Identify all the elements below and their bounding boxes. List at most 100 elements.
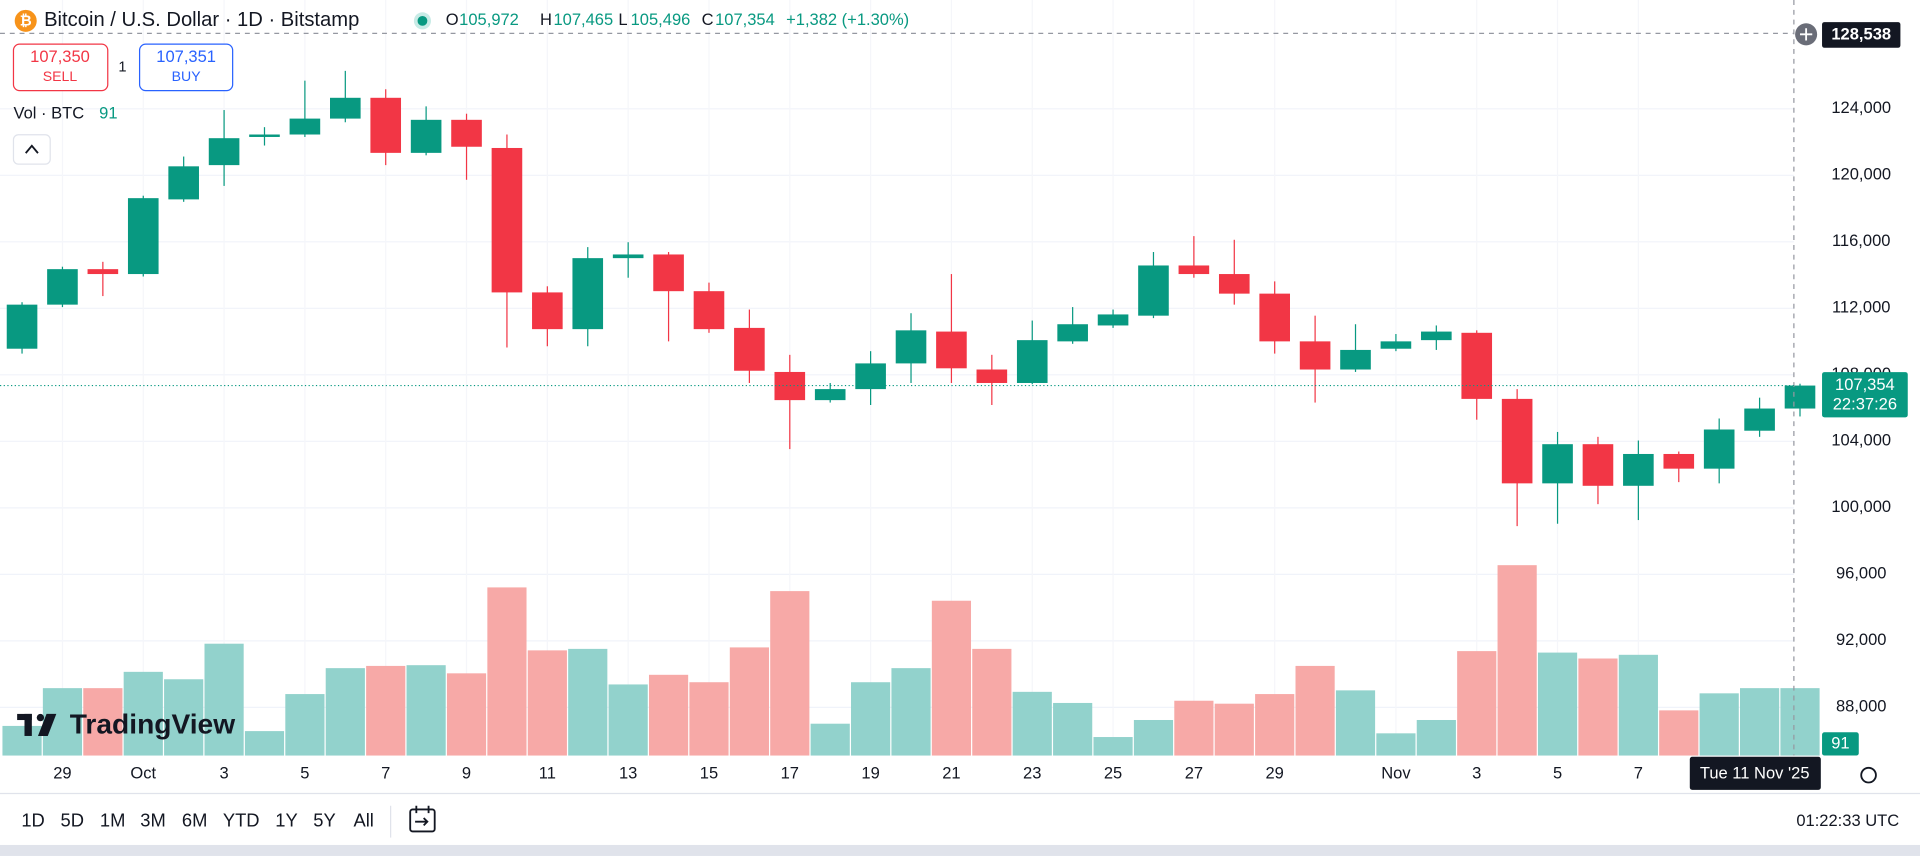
crosshair-price: 128,538 — [1831, 24, 1891, 43]
volume-bar — [527, 650, 567, 756]
candle-body — [814, 389, 846, 401]
x-tick-label: 5 — [300, 763, 309, 782]
volume-bar — [1376, 733, 1416, 756]
range-button[interactable]: All — [353, 810, 373, 831]
range-button[interactable]: 1Y — [275, 810, 297, 831]
volume-bar — [244, 731, 285, 756]
candle-body — [1178, 265, 1210, 275]
collapse-button[interactable] — [12, 134, 51, 165]
volume-bar — [2, 725, 42, 756]
y-tick-label: 124,000 — [1831, 98, 1891, 117]
candle-body — [6, 304, 38, 349]
x-tick-label: 3 — [1472, 763, 1481, 782]
x-tick-label: 25 — [1104, 763, 1122, 782]
y-tick-label: 92,000 — [1836, 630, 1887, 649]
ohlc-value: 105,496 — [631, 10, 691, 29]
volume-bar — [729, 647, 769, 756]
candle-body — [410, 119, 442, 153]
y-tick-label: 100,000 — [1831, 497, 1891, 516]
volume-legend: Vol · BTC — [13, 103, 84, 122]
x-tick-label: 21 — [942, 763, 960, 782]
candle-body — [330, 97, 361, 119]
candle-body — [47, 269, 78, 305]
volume-bar — [1780, 688, 1820, 756]
volume-bar — [487, 587, 527, 756]
candle-layer — [6, 70, 1816, 527]
x-tick-label: 7 — [1634, 763, 1643, 782]
candle-body — [208, 138, 240, 166]
logo-text: TradingView — [70, 709, 235, 740]
volume-bar — [1012, 691, 1052, 756]
x-tick-label: 9 — [462, 763, 471, 782]
chevron-icon — [25, 144, 39, 154]
range-button[interactable]: 1M — [100, 810, 126, 831]
volume-bar — [285, 694, 325, 756]
volume-bar — [1659, 710, 1699, 756]
plus-icon — [1800, 28, 1813, 41]
buy-button[interactable] — [138, 43, 234, 92]
candle-body — [653, 254, 684, 292]
volume-bar — [608, 684, 648, 756]
sell-button[interactable] — [12, 43, 109, 92]
settings-icon[interactable] — [1860, 766, 1877, 784]
candle-body — [1501, 398, 1533, 484]
candle-body — [1421, 331, 1452, 341]
volume-legend-value: 91 — [99, 103, 117, 122]
volume-bar — [851, 682, 891, 756]
ohlc-key: O — [446, 10, 459, 29]
candle-body — [532, 292, 563, 330]
x-tick-label: 17 — [781, 763, 799, 782]
crosshair-date-box — [1689, 756, 1821, 790]
candle-body — [1016, 340, 1048, 383]
last-price-box — [1822, 372, 1908, 418]
volume-bar — [204, 643, 244, 756]
range-button[interactable]: 1D — [21, 810, 44, 831]
logo-mark — [36, 713, 45, 722]
candle-body — [127, 198, 159, 275]
crosshair-date: Tue 11 Nov '25 — [1700, 763, 1810, 782]
countdown: 22:37:26 — [1833, 395, 1897, 414]
volume-bar — [1537, 652, 1578, 756]
range-button[interactable]: YTD — [223, 810, 260, 831]
buy-label: BUY — [172, 68, 202, 84]
volume-bar — [1053, 702, 1093, 756]
volume-bar — [366, 665, 406, 756]
volume-bar — [1618, 654, 1658, 756]
calendar-icon[interactable] — [409, 808, 436, 833]
x-tick-label: 7 — [381, 763, 390, 782]
volume-bar — [1578, 658, 1618, 756]
range-buttons: 1D 5D 1M 3M 6M YTD 1Y 5Y All — [21, 810, 374, 831]
volume-bar — [325, 668, 365, 756]
candle-body — [87, 269, 119, 275]
candle-body — [1218, 274, 1250, 294]
bitcoin-icon — [14, 9, 37, 32]
volume-bar — [770, 591, 810, 756]
candle-body — [491, 147, 523, 293]
candle-body — [1784, 385, 1816, 409]
volume-bar — [1255, 694, 1295, 756]
volume-bar — [446, 673, 487, 756]
ohlc-key: C — [702, 10, 714, 29]
y-tick-label: 116,000 — [1832, 231, 1890, 250]
sell-label: SELL — [43, 68, 78, 84]
candle-body — [370, 97, 402, 153]
ohlc-key: L — [618, 10, 627, 29]
candle-body — [855, 363, 886, 390]
crosshair-price-box — [1822, 22, 1901, 48]
candle-body — [572, 258, 604, 330]
range-button[interactable]: 6M — [182, 810, 208, 831]
market-status-dot — [417, 15, 428, 26]
range-button[interactable]: 3M — [140, 810, 166, 831]
logo-mark — [24, 713, 32, 736]
x-tick-label: 19 — [861, 763, 879, 782]
candle-body — [1623, 453, 1654, 486]
x-tick-label: Nov — [1381, 763, 1411, 782]
volume-bar — [568, 648, 608, 756]
x-tick-label: Oct — [130, 763, 156, 782]
range-button[interactable]: 5D — [61, 810, 84, 831]
candle-body — [451, 119, 482, 147]
range-button[interactable]: 5Y — [313, 810, 335, 831]
x-tick-label: 29 — [1266, 763, 1284, 782]
x-tick-label: 13 — [619, 763, 637, 782]
